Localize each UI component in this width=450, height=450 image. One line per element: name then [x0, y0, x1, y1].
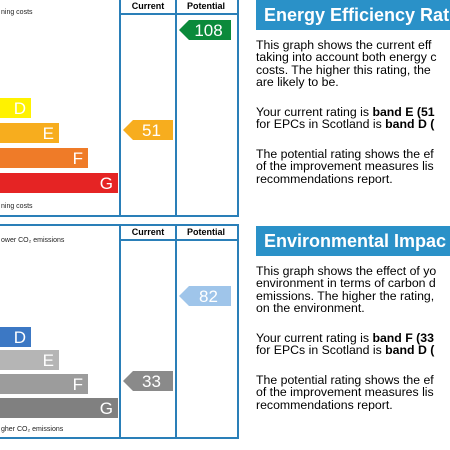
- potential-column-header: Potential: [186, 1, 225, 11]
- potential-rating-arrow: 82: [179, 286, 231, 306]
- band-f: F: [0, 374, 88, 394]
- band-g: G: [0, 173, 118, 193]
- chart-top-caption: ning costs: [1, 9, 33, 16]
- band-g: G: [0, 398, 118, 418]
- energy-efficiency-heading: Energy Efficiency Rat: [256, 0, 450, 30]
- column-divider: [175, 0, 177, 215]
- environment-current-rating-paragraph: Your current rating is band F (33 for EP…: [256, 332, 435, 357]
- header-divider: [119, 13, 237, 15]
- energy-description-paragraph: This graph shows the current eff taking …: [256, 39, 437, 89]
- chart-bottom-caption: ning costs: [1, 203, 33, 210]
- column-divider: [119, 226, 121, 437]
- header-divider: [119, 239, 237, 241]
- energy-rating-chart: Current Potential ning costs D E F G 51 …: [0, 0, 239, 217]
- energy-current-rating-paragraph: Your current rating is band E (51 for EP…: [256, 106, 435, 131]
- column-divider: [119, 0, 121, 215]
- potential-rating-arrow: 108: [179, 20, 231, 40]
- band-d: D: [0, 98, 31, 118]
- chart-top-caption: ower CO₂ emissions: [1, 237, 65, 244]
- energy-potential-rating-paragraph: The potential rating shows the ef of the…: [256, 148, 434, 186]
- column-divider: [175, 226, 177, 437]
- current-rating-arrow: 33: [123, 371, 173, 391]
- environment-description-paragraph: This graph shows the effect of yo enviro…: [256, 265, 437, 315]
- potential-column-header: Potential: [186, 227, 225, 237]
- band-d: D: [0, 327, 31, 347]
- current-column-header: Current: [131, 227, 165, 237]
- environment-potential-rating-paragraph: The potential rating shows the ef of the…: [256, 374, 434, 412]
- band-e: E: [0, 123, 59, 143]
- environmental-impact-heading: Environmental Impac: [256, 226, 450, 256]
- band-e: E: [0, 350, 59, 370]
- environmental-impact-chart: Current Potential ower CO₂ emissions D E…: [0, 224, 239, 439]
- current-column-header: Current: [131, 1, 165, 11]
- current-rating-arrow: 51: [123, 120, 173, 140]
- chart-bottom-caption: gher CO₂ emissions: [1, 426, 64, 433]
- band-f: F: [0, 148, 88, 168]
